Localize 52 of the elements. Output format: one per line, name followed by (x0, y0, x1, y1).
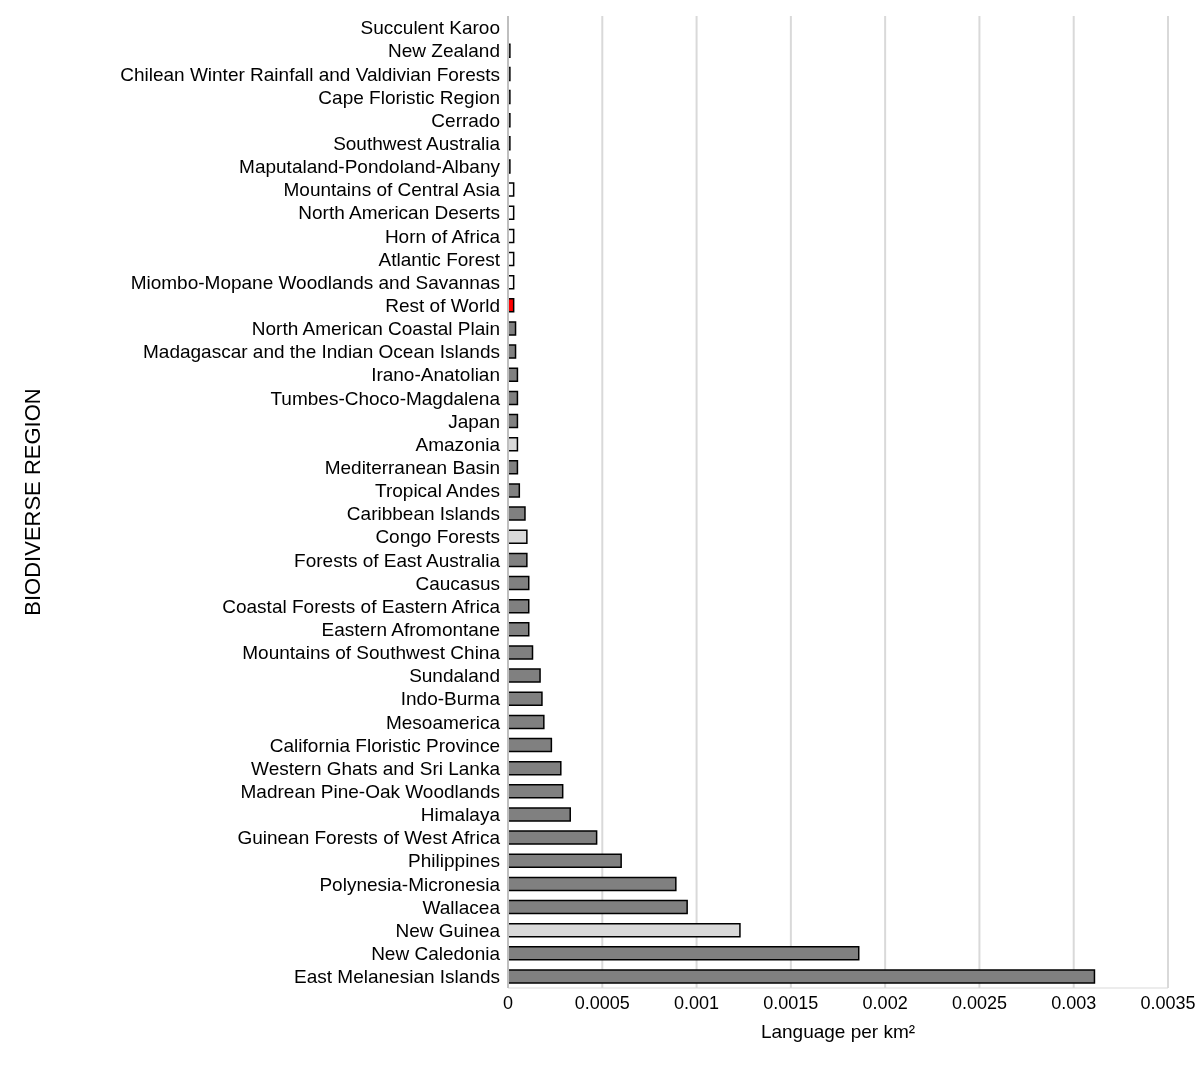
y-tick-label: Caribbean Islands (346, 503, 500, 525)
y-tick-label: Caucasus (415, 572, 500, 594)
y-tick-label: Chilean Winter Rainfall and Valdivian Forests (120, 63, 500, 85)
y-tick-label: Indo-Burma (400, 688, 501, 710)
y-tick-label: Mesoamerica (385, 711, 501, 733)
y-tick-label: New Caledonia (371, 943, 501, 965)
y-tick-label: Irano-Anatolian (371, 364, 500, 386)
y-tick-label: Miombo-Mopane Woodlands and Savannas (130, 271, 500, 293)
y-tick-label: New Zealand (388, 40, 500, 62)
x-tick-label: 0.0025 (951, 992, 1007, 1013)
y-tick-label: East Melanesian Islands (294, 966, 500, 988)
y-tick-label: New Guinea (395, 919, 501, 941)
y-tick-label: Congo Forests (375, 526, 500, 548)
x-tick-label: 0.0005 (574, 992, 630, 1013)
x-tick-label: 0.002 (862, 992, 908, 1013)
y-tick-label: Succulent Karoo (360, 17, 500, 39)
y-tick-label: Guinean Forests of West Africa (237, 827, 501, 849)
y-tick-label: Horn of Africa (384, 225, 501, 247)
y-tick-label: North American Coastal Plain (251, 318, 500, 340)
y-tick-label: Wallacea (422, 896, 501, 918)
x-tick-label: 0.001 (674, 992, 720, 1013)
y-tick-label: Mountains of Central Asia (283, 179, 501, 201)
y-tick-label: Sundaland (409, 665, 500, 687)
y-tick-label: Japan (448, 410, 500, 432)
y-tick-label: Eastern Afromontane (321, 619, 500, 641)
y-tick-label: Mediterranean Basin (324, 457, 500, 479)
y-tick-label: Madrean Pine-Oak Woodlands (240, 781, 500, 803)
y-tick-label: Amazonia (415, 433, 501, 455)
x-tick-label: 0.003 (1051, 992, 1097, 1013)
y-tick-label: Philippines (408, 850, 500, 872)
y-tick-label: Southwest Australia (333, 133, 501, 155)
y-tick-label: Tropical Andes (375, 480, 500, 502)
y-tick-label: Cape Floristic Region (318, 86, 500, 108)
x-tick-label: 0 (502, 992, 514, 1013)
x-tick-label: 0.0035 (1140, 992, 1196, 1013)
y-tick-label: Forests of East Australia (294, 549, 501, 571)
y-tick-label: Polynesia-Micronesia (319, 873, 501, 895)
y-tick-label: Coastal Forests of Eastern Africa (222, 595, 501, 617)
x-axis-title: Language per km² (760, 1021, 916, 1042)
y-tick-label: California Floristic Province (269, 734, 500, 756)
y-tick-label: Himalaya (420, 804, 501, 826)
y-tick-label: Cerrado (431, 109, 500, 131)
y-tick-label: Mountains of Southwest China (242, 642, 501, 664)
y-tick-label: Maputaland-Pondoland-Albany (239, 156, 501, 178)
y-tick-label: North American Deserts (298, 202, 500, 224)
y-axis-title: BIODIVERSE REGION (19, 388, 45, 616)
x-tick-label: 0.0015 (763, 992, 819, 1013)
y-tick-label: Atlantic Forest (378, 248, 501, 270)
y-tick-label: Tumbes-Choco-Magdalena (270, 387, 501, 409)
y-tick-label: Western Ghats and Sri Lanka (251, 757, 501, 779)
y-tick-label: Madagascar and the Indian Ocean Islands (142, 341, 500, 363)
y-tick-label: Rest of World (385, 295, 500, 317)
